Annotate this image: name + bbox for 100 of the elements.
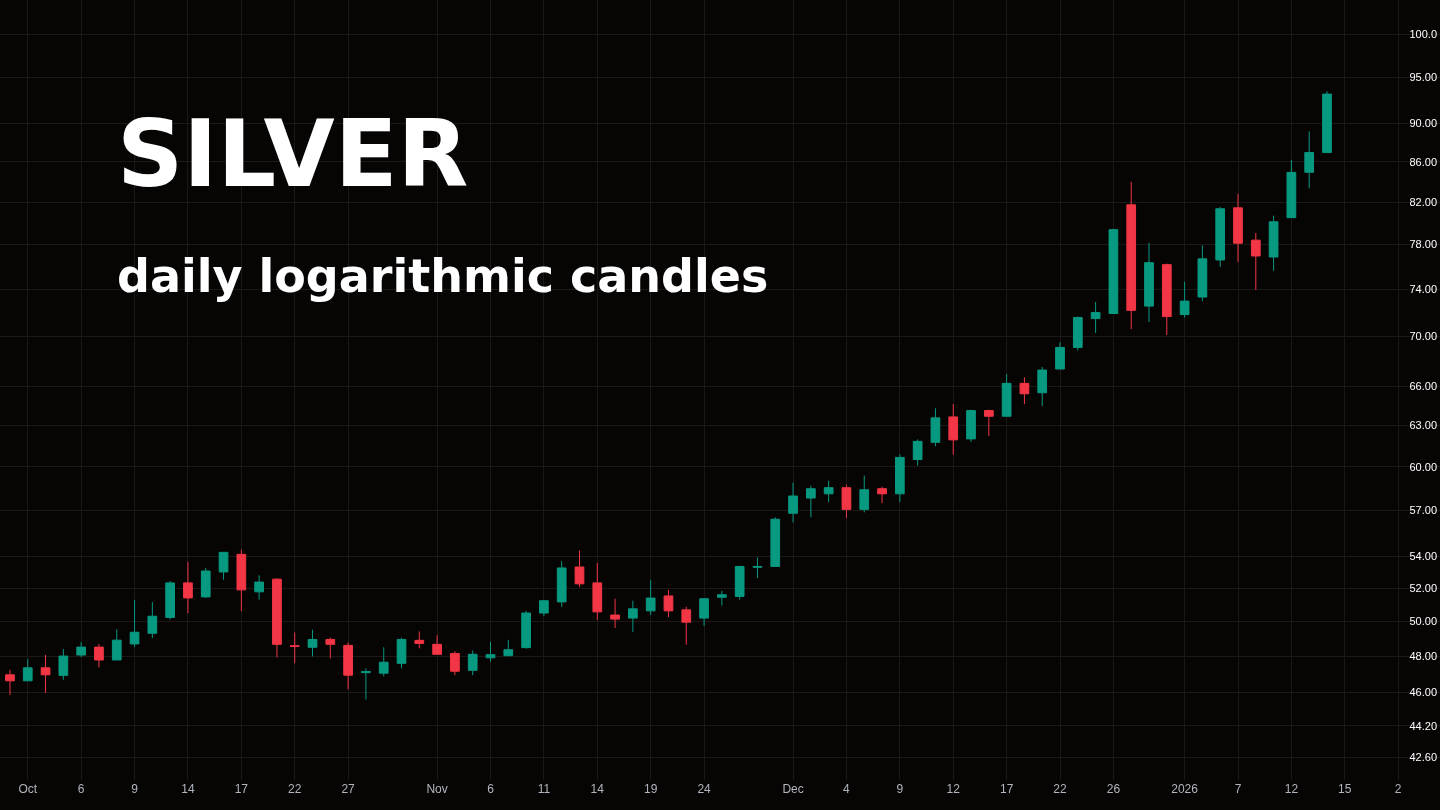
x-tick-label: 26 — [1106, 782, 1121, 796]
y-tick-label: 57.00 — [1409, 504, 1437, 517]
candlestick — [823, 480, 834, 503]
candlestick — [254, 574, 264, 601]
candlestick — [111, 628, 122, 661]
candlestick — [1250, 232, 1261, 291]
candlestick — [200, 567, 211, 599]
x-tick-label: 11 — [537, 782, 551, 796]
y-tick-label: 63.00 — [1409, 419, 1437, 432]
candlestick — [94, 643, 104, 668]
candlestick — [218, 551, 229, 581]
candlestick — [1268, 215, 1279, 272]
candlestick — [1072, 315, 1083, 351]
candlestick — [1322, 90, 1332, 154]
candlestick — [361, 667, 371, 701]
candlestick — [1001, 373, 1012, 417]
candlestick — [1161, 263, 1172, 336]
x-tick-label: 27 — [341, 782, 356, 796]
y-tick-label: 48.00 — [1409, 649, 1437, 662]
y-tick-label: 66.00 — [1409, 380, 1437, 393]
candlestick — [485, 641, 496, 663]
y-tick-label: 82.00 — [1409, 196, 1437, 209]
y-tick-label: 100.0 — [1409, 27, 1437, 40]
y-tick-label: 42.60 — [1409, 751, 1437, 764]
x-tick-label: 22 — [288, 782, 302, 796]
x-tick-label: 14 — [181, 782, 195, 796]
x-tick-label: 9 — [896, 782, 904, 796]
candlestick — [1126, 181, 1137, 330]
candlestick — [272, 577, 282, 658]
x-tick-label: 6 — [487, 782, 495, 796]
candlestick — [1179, 281, 1190, 319]
candlestick — [877, 486, 887, 504]
x-tick-label: 4 — [843, 782, 851, 796]
y-tick-label: 50.00 — [1409, 615, 1437, 628]
candlestick — [574, 549, 585, 588]
candlestick — [58, 648, 69, 681]
x-tick-label: 6 — [77, 782, 85, 796]
candlestick — [307, 629, 318, 657]
candlestick — [76, 641, 87, 658]
candlestick — [770, 516, 781, 568]
candlestick — [378, 646, 389, 677]
x-tick-label: 9 — [131, 782, 139, 796]
y-tick-label: 44.20 — [1409, 719, 1437, 732]
candlestick — [966, 409, 976, 443]
text: SILVER — [117, 101, 469, 208]
x-tick-label: 24 — [697, 782, 712, 796]
candlestick — [1286, 159, 1297, 219]
y-tick-label: 78.00 — [1409, 238, 1437, 251]
text: daily logarithmic candles — [117, 249, 769, 303]
candlestick — [663, 589, 674, 618]
candlestick — [40, 654, 51, 694]
x-tick-label: Oct — [18, 782, 38, 796]
candlestick — [788, 482, 798, 523]
x-tick-label: Nov — [426, 782, 448, 796]
candlestick — [450, 650, 460, 676]
candlestick — [1090, 301, 1101, 334]
candlestick — [1144, 242, 1154, 323]
candlestick — [983, 409, 994, 437]
x-tick-label: 2 — [1394, 782, 1402, 796]
candlestick — [236, 549, 247, 612]
candlestick — [1055, 341, 1065, 370]
candlestick — [699, 597, 709, 627]
candlestick — [129, 599, 140, 648]
candlestick — [503, 639, 514, 657]
x-tick-label: 12 — [946, 782, 961, 796]
y-tick-label: 52.00 — [1409, 582, 1437, 595]
candlestick — [1037, 366, 1048, 407]
x-tick-label: 2026 — [1171, 782, 1199, 796]
candlestick — [752, 556, 763, 579]
candlestick — [5, 669, 15, 696]
y-tick-label: 95.00 — [1409, 71, 1437, 84]
candlestick — [1233, 193, 1243, 263]
x-tick-label: 12 — [1284, 782, 1299, 796]
candlestick — [467, 649, 478, 676]
y-tick-label: 74.00 — [1409, 283, 1437, 296]
y-tick-label: 60.00 — [1409, 460, 1437, 473]
candlestick — [628, 600, 638, 633]
candlestick — [1215, 206, 1226, 268]
candlestick — [556, 560, 567, 608]
candlestick — [1108, 228, 1119, 315]
candlestick — [1197, 244, 1208, 302]
candlestick — [912, 438, 923, 467]
x-tick-label: 7 — [1234, 782, 1242, 796]
candlestick — [645, 579, 656, 616]
x-tick-label: Dec — [782, 782, 804, 796]
y-tick-label: 70.00 — [1409, 330, 1437, 343]
candlestick — [1019, 376, 1030, 405]
y-tick-label: 46.00 — [1409, 685, 1437, 698]
x-tick-label: 15 — [1338, 782, 1352, 796]
candlestick — [592, 562, 603, 621]
y-tick-label: 90.00 — [1409, 117, 1437, 130]
candlestick — [414, 630, 425, 649]
candlestick — [396, 637, 407, 669]
y-tick-label: 54.00 — [1409, 550, 1437, 563]
candlestick — [841, 484, 852, 519]
x-tick-label: 14 — [590, 782, 605, 796]
x-tick-label: 22 — [1053, 782, 1068, 796]
candlestick — [930, 407, 941, 447]
candlestick — [183, 561, 193, 614]
x-tick-label: 17 — [999, 782, 1014, 796]
